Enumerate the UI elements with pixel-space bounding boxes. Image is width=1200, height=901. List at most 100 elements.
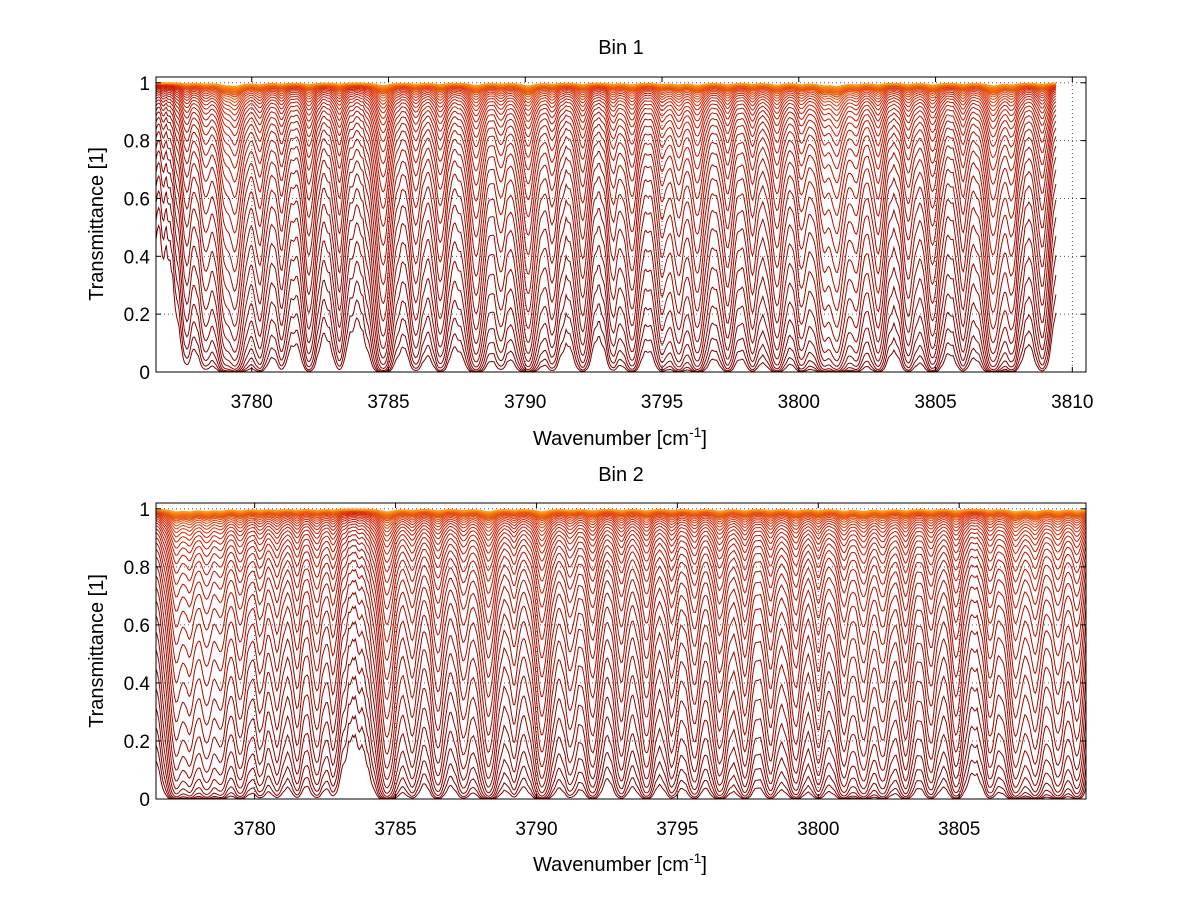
y-tick-label: 0.8 <box>124 558 150 579</box>
x-tick-label: 3790 <box>515 819 557 840</box>
y-tick-label: 0.6 <box>124 616 150 637</box>
transmittance-series-23 <box>155 515 1087 556</box>
transmittance-series-20 <box>155 87 1057 170</box>
y-tick-label: 0.8 <box>124 132 150 153</box>
transmittance-series-3 <box>155 189 1057 373</box>
ticks: 3780 3785 3790 3795 3800 3805 0 0.2 0.4 0.6 0.8 1 <box>124 500 1086 840</box>
transmittance-series-4 <box>155 674 1087 799</box>
transmittance-series-8 <box>155 605 1087 782</box>
chart-title: Bin 1 <box>598 37 644 59</box>
x-axis-label: Wavenumber [cm-1] <box>533 850 707 876</box>
transmittance-series-1 <box>155 224 1057 373</box>
transmittance-series-6 <box>155 149 1057 370</box>
chart-bin-1: 3780 3785 3790 3795 3800 3805 3810 0 0.2 0.4 0.6 0.… <box>86 37 1093 450</box>
x-axis-label-superscript: -1 <box>689 850 702 866</box>
transmittance-series-1 <box>155 733 1087 800</box>
ticks: 3780 3785 3790 3795 3800 3805 3810 0 0.2 0.4 0.6 0.… <box>124 74 1094 413</box>
x-tick-label: 3785 <box>374 819 416 840</box>
transmittance-series-26 <box>155 84 1057 116</box>
transmittance-series-17 <box>155 529 1087 628</box>
transmittance-series-29 <box>155 510 1087 527</box>
x-tick-label: 3810 <box>1051 392 1093 413</box>
y-tick-label: 0.2 <box>124 732 150 753</box>
transmittance-series-40 <box>156 508 1087 513</box>
transmittance-series-13 <box>155 551 1087 703</box>
transmittance-series-9 <box>155 591 1087 771</box>
transmittance-series-11 <box>155 568 1087 741</box>
x-tick-label: 3800 <box>778 392 820 413</box>
x-tick-label: 3795 <box>656 819 698 840</box>
transmittance-series-16 <box>155 94 1057 235</box>
transmittance-series-12 <box>155 106 1057 312</box>
plot-frame <box>155 76 1087 373</box>
y-tick-label: 0 <box>139 790 150 811</box>
transmittance-series-2 <box>155 714 1087 800</box>
x-tick-label: 3805 <box>914 392 956 413</box>
transmittance-series-27 <box>155 83 1057 111</box>
y-tick-label: 1 <box>139 74 150 95</box>
transmittance-series-9 <box>155 123 1057 354</box>
plot-frame <box>155 502 1087 800</box>
transmittance-series-6 <box>155 637 1087 795</box>
y-tick-label: 1 <box>139 500 150 521</box>
transmittance-series-25 <box>155 84 1057 122</box>
transmittance-series-21 <box>155 87 1057 157</box>
transmittance-series-17 <box>155 92 1057 216</box>
x-tick-label: 3785 <box>367 392 409 413</box>
transmittance-series-12 <box>155 559 1087 723</box>
transmittance-series-5 <box>155 655 1087 798</box>
transmittance-series-22 <box>155 517 1087 565</box>
transmittance-series-26 <box>155 512 1087 538</box>
transmittance-series-28 <box>155 511 1087 530</box>
transmittance-series-16 <box>155 533 1087 646</box>
chart-bin-2: 3780 3785 3790 3795 3800 3805 0 0.2 0.4 0.6 0.8 1 B… <box>86 464 1087 876</box>
series-group <box>155 508 1087 800</box>
series-group <box>155 82 1057 373</box>
transmittance-series-22 <box>155 86 1057 147</box>
transmittance-series-13 <box>155 102 1057 293</box>
transmittance-series-15 <box>155 538 1087 664</box>
x-axis-label-superscript: -1 <box>689 424 702 440</box>
transmittance-series-24 <box>155 85 1057 129</box>
transmittance-series-18 <box>155 526 1087 612</box>
transmittance-series-21 <box>155 518 1087 574</box>
transmittance-series-29 <box>155 83 1056 103</box>
chart-title: Bin 2 <box>598 464 644 486</box>
y-tick-label: 0.4 <box>124 247 151 268</box>
transmittance-series-19 <box>155 523 1087 598</box>
transmittance-series-7 <box>155 139 1057 367</box>
x-tick-label: 3805 <box>938 819 980 840</box>
transmittance-series-18 <box>155 90 1057 199</box>
transmittance-series-15 <box>155 96 1057 254</box>
transmittance-series-2 <box>155 206 1057 373</box>
x-tick-label: 3790 <box>504 392 546 413</box>
transmittance-series-14 <box>155 544 1087 684</box>
y-tick-label: 0.4 <box>124 674 151 695</box>
transmittance-series-25 <box>155 513 1087 543</box>
y-tick-label: 0.2 <box>124 305 150 326</box>
transmittance-series-28 <box>155 83 1056 107</box>
transmittance-series-11 <box>155 111 1057 328</box>
transmittance-series-23 <box>155 85 1057 137</box>
y-tick-label: 0 <box>139 363 150 384</box>
y-axis-label: Transmittance [1] <box>86 147 108 301</box>
transmittance-series-5 <box>155 161 1057 372</box>
transmittance-series-3 <box>155 694 1087 800</box>
x-tick-label: 3780 <box>231 392 273 413</box>
transmittance-series-7 <box>155 620 1087 790</box>
transmittance-series-27 <box>155 511 1087 534</box>
transmittance-series-10 <box>155 579 1087 757</box>
transmittance-series-24 <box>155 514 1087 549</box>
transmittance-series-14 <box>155 99 1057 274</box>
transmittance-series-8 <box>155 130 1057 362</box>
y-axis-label: Transmittance [1] <box>86 574 108 728</box>
x-tick-label: 3800 <box>797 819 839 840</box>
transmittance-series-40 <box>156 82 1056 88</box>
transmittance-series-20 <box>155 520 1087 585</box>
transmittance-series-19 <box>155 89 1057 184</box>
x-tick-label: 3795 <box>641 392 683 413</box>
y-tick-label: 0.6 <box>124 189 150 210</box>
transmittance-series-10 <box>155 116 1057 342</box>
transmittance-series-30 <box>155 510 1087 524</box>
